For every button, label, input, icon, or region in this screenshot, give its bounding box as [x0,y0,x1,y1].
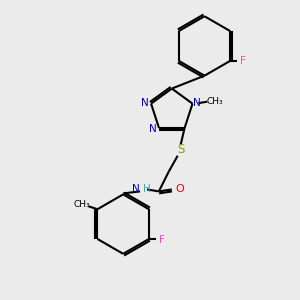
Text: CH₃: CH₃ [206,97,223,106]
Text: F: F [159,235,165,245]
Text: N: N [149,124,157,134]
Text: H: H [143,184,151,194]
Text: F: F [240,56,246,66]
Text: S: S [177,143,184,156]
Text: N: N [193,98,200,108]
Text: N: N [141,98,149,108]
Text: O: O [175,184,184,194]
Text: CH₃: CH₃ [73,200,90,209]
Text: N: N [132,184,140,194]
